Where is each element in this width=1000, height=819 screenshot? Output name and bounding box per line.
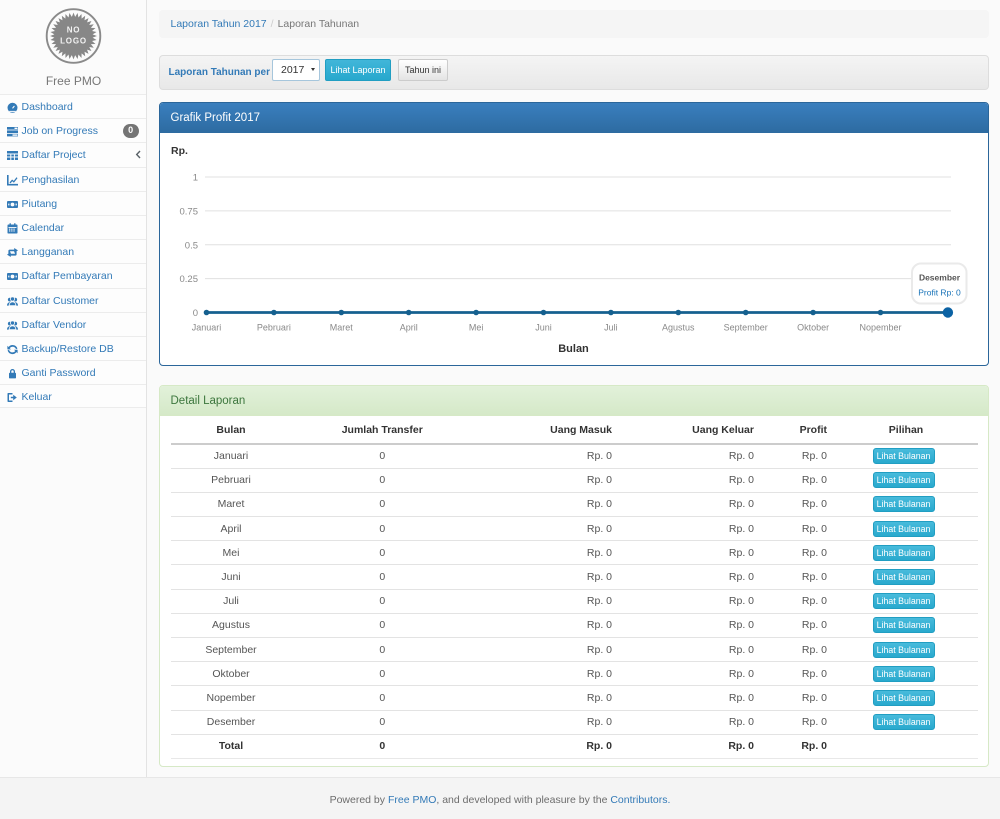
svg-text:April: April	[400, 323, 418, 333]
svg-text:Agustus: Agustus	[662, 323, 695, 333]
svg-text:0.25: 0.25	[180, 274, 199, 285]
svg-text:NO: NO	[67, 25, 81, 34]
svg-text:Juni: Juni	[535, 323, 552, 333]
svg-text:September: September	[724, 323, 768, 333]
svg-text:Oktober: Oktober	[797, 323, 829, 333]
svg-text:1: 1	[193, 173, 198, 184]
svg-text:Pebruari: Pebruari	[257, 323, 291, 333]
svg-text:Desember: Desember	[919, 273, 961, 283]
svg-text:Rp.: Rp.	[171, 145, 188, 157]
svg-text:0: 0	[193, 308, 198, 319]
svg-text:Nopember: Nopember	[859, 323, 901, 333]
svg-text:Juli: Juli	[604, 323, 618, 333]
svg-text:0.75: 0.75	[180, 206, 199, 217]
svg-text:Maret: Maret	[330, 323, 354, 333]
svg-text:0.5: 0.5	[185, 240, 198, 251]
svg-text:Bulan: Bulan	[558, 343, 589, 355]
svg-text:LOGO: LOGO	[60, 36, 87, 45]
svg-text:Profit Rp: 0: Profit Rp: 0	[918, 288, 961, 298]
svg-text:Mei: Mei	[469, 323, 484, 333]
svg-text:Januari: Januari	[192, 323, 222, 333]
